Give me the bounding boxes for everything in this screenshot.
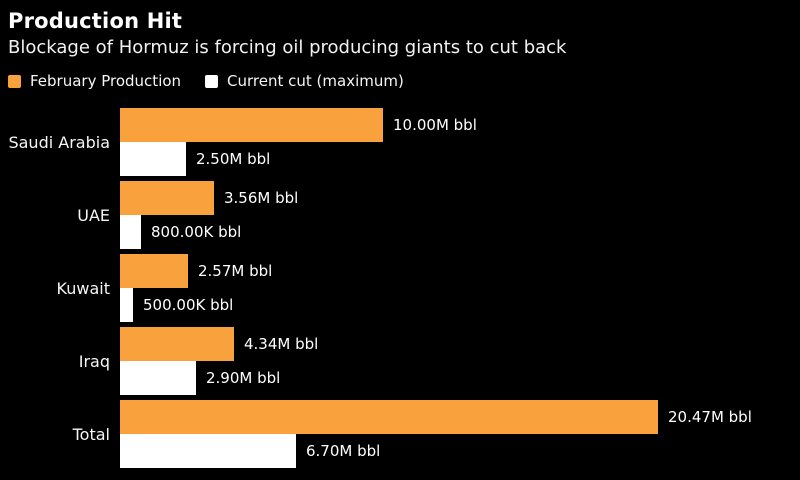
value-label: 20.47M bbl xyxy=(668,408,752,426)
chart-title: Production Hit xyxy=(8,9,183,33)
legend-item-february-production: February Production xyxy=(8,72,181,90)
chart-row: Saudi Arabia 10.00M bbl 2.50M bbl xyxy=(0,108,800,176)
bar-february-production xyxy=(120,400,658,434)
chart-row: Total 20.47M bbl 6.70M bbl xyxy=(0,400,800,468)
value-label: 2.57M bbl xyxy=(198,262,273,280)
legend-swatch-white-icon xyxy=(205,74,219,88)
bar-current-cut xyxy=(120,215,141,249)
bar-line-current-cut: 500.00K bbl xyxy=(120,288,800,322)
bar-line-february-production: 2.57M bbl xyxy=(120,254,800,288)
chart-row: UAE 3.56M bbl 800.00K bbl xyxy=(0,181,800,249)
value-label: 3.56M bbl xyxy=(224,189,299,207)
value-label: 800.00K bbl xyxy=(151,223,242,241)
bar-current-cut xyxy=(120,361,196,395)
value-label: 4.34M bbl xyxy=(244,335,319,353)
value-label: 10.00M bbl xyxy=(393,116,477,134)
bar-current-cut xyxy=(120,434,296,468)
value-label: 500.00K bbl xyxy=(143,296,234,314)
bar-current-cut xyxy=(120,142,186,176)
legend-item-current-cut: Current cut (maximum) xyxy=(205,72,404,90)
bar-february-production xyxy=(120,108,383,142)
value-label: 6.70M bbl xyxy=(306,442,381,460)
bar-line-current-cut: 2.90M bbl xyxy=(120,361,800,395)
chart-legend: February Production Current cut (maximum… xyxy=(8,72,404,90)
chart-row: Kuwait 2.57M bbl 500.00K bbl xyxy=(0,254,800,322)
bar-february-production xyxy=(120,181,214,215)
category-label: Total xyxy=(72,424,110,444)
bar-line-february-production: 20.47M bbl xyxy=(120,400,800,434)
legend-label: Current cut (maximum) xyxy=(227,72,404,90)
bar-chart: Saudi Arabia 10.00M bbl 2.50M bbl UAE 3.56M … xyxy=(0,108,800,473)
chart-row: Iraq 4.34M bbl 2.90M bbl xyxy=(0,327,800,395)
category-label: Saudi Arabia xyxy=(8,132,110,152)
bar-february-production xyxy=(120,254,188,288)
category-label: UAE xyxy=(77,205,110,225)
bar-line-february-production: 4.34M bbl xyxy=(120,327,800,361)
category-label: Kuwait xyxy=(56,278,110,298)
bar-current-cut xyxy=(120,288,133,322)
bar-february-production xyxy=(120,327,234,361)
bar-line-february-production: 3.56M bbl xyxy=(120,181,800,215)
category-label: Iraq xyxy=(78,351,110,371)
value-label: 2.50M bbl xyxy=(196,150,271,168)
bar-line-current-cut: 2.50M bbl xyxy=(120,142,800,176)
legend-swatch-orange-icon xyxy=(8,74,21,88)
bar-line-february-production: 10.00M bbl xyxy=(120,108,800,142)
legend-label: February Production xyxy=(30,72,182,90)
bar-line-current-cut: 6.70M bbl xyxy=(120,434,800,468)
value-label: 2.90M bbl xyxy=(206,369,281,387)
bar-line-current-cut: 800.00K bbl xyxy=(120,215,800,249)
chart-subtitle: Blockage of Hormuz is forcing oil produc… xyxy=(8,37,567,58)
